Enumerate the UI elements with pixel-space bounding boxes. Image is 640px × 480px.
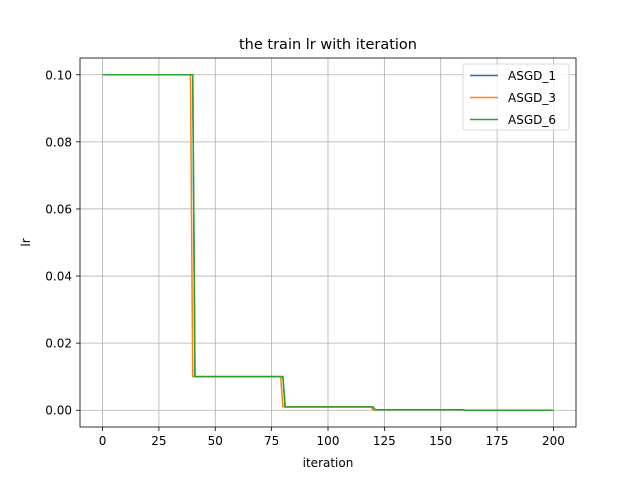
chart-title: the train lr with iteration (239, 37, 417, 53)
x-tick-label: 100 (317, 434, 340, 448)
legend-box (462, 63, 570, 131)
x-axis: 0 25 50 75 100 125 150 175 200 (99, 427, 565, 448)
y-tick-label: 0.08 (45, 135, 72, 149)
series-group (102, 74, 554, 411)
x-tick-label: 25 (151, 434, 166, 448)
grid (80, 58, 576, 427)
x-tick-label: 75 (264, 434, 279, 448)
x-tick-label: 150 (429, 434, 452, 448)
y-tick-label: 0.02 (45, 337, 72, 351)
y-axis-label: lr (19, 238, 33, 246)
y-tick-label: 0.06 (45, 202, 72, 216)
legend-label-asgd-3: ASGD_3 (508, 91, 556, 105)
legend-label-asgd-6: ASGD_6 (508, 113, 556, 127)
y-axis: 0.00 0.02 0.04 0.06 0.08 0.10 (45, 68, 80, 418)
y-tick-label: 0.00 (45, 404, 72, 418)
y-tick-label: 0.04 (45, 270, 72, 284)
legend: ASGD_1 ASGD_3 ASGD_6 (462, 63, 570, 131)
x-tick-label: 50 (208, 434, 223, 448)
legend-label-asgd-1: ASGD_1 (508, 69, 556, 83)
x-tick-label: 125 (373, 434, 396, 448)
y-tick-label: 0.10 (45, 68, 72, 82)
x-axis-label: iteration (303, 456, 354, 470)
series-line-asgd-6 (102, 74, 554, 411)
x-tick-label: 175 (486, 434, 509, 448)
x-tick-label: 200 (542, 434, 565, 448)
x-tick-label: 0 (99, 434, 107, 448)
